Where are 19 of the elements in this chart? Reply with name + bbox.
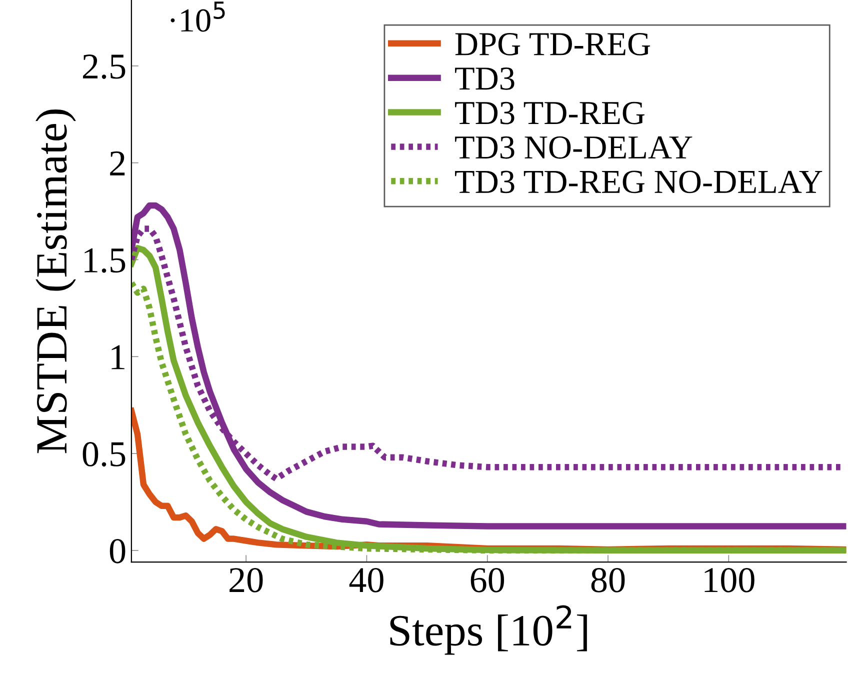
annotation: ·10$^{5}$: [170, 2, 225, 32]
y-tick-label: 1: [112, 345, 124, 370]
y-tick-label: 0: [110, 538, 126, 564]
y-tick-label: 0.5: [82, 442, 126, 467]
x-tick-label: 100: [704, 568, 754, 592]
x-tick-label: 20: [230, 568, 263, 592]
legend-label: DPG TD-REG: [455, 33, 650, 56]
legend-label: TD3 TD-REG NO-DELAY: [455, 170, 822, 194]
y-tick-label: 2: [110, 151, 125, 176]
x-tick-label: 80: [591, 568, 625, 592]
legend-label: TD3 TD-REG: [455, 102, 644, 124]
x-tick-label: 60: [470, 568, 504, 592]
legend-label: TD3: [455, 67, 514, 90]
x-axis-title: Steps [10$^{2}$]: [390, 605, 587, 655]
y-tick-label: 1.5: [84, 248, 126, 273]
x-tick-label: 40: [349, 568, 384, 592]
y-axis-title: MSTDE (Estimate): [36, 110, 76, 454]
legend-label: TD3 NO-DELAY: [455, 136, 692, 159]
y-tick-label: 2.5: [83, 54, 126, 79]
